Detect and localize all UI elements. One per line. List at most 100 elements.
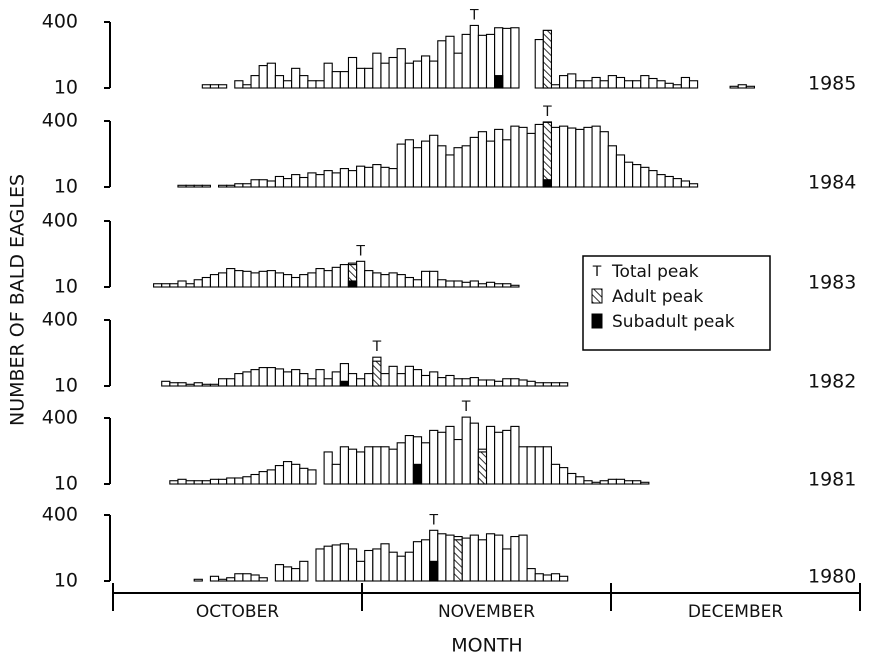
total-bar	[494, 283, 504, 288]
total-bar	[388, 365, 398, 387]
total-bar	[640, 481, 650, 485]
total-bar	[315, 174, 325, 188]
total-bar	[510, 284, 520, 288]
total-bar	[364, 446, 374, 485]
subadult-bar	[347, 280, 358, 288]
total-bar	[274, 75, 285, 89]
adult-bar	[542, 29, 553, 89]
total-bar	[323, 270, 333, 288]
total-bar	[445, 35, 455, 89]
total-bar	[550, 84, 561, 89]
y-tick-label: 400	[42, 11, 78, 33]
total-bar	[672, 84, 682, 89]
total-bar	[437, 145, 447, 188]
y-tick-label: 400	[42, 110, 78, 132]
total-bar	[258, 471, 268, 485]
total-bar	[218, 578, 228, 582]
subadult-bar	[494, 75, 504, 89]
total-bar	[356, 560, 366, 582]
total-bar	[559, 575, 569, 582]
total-bar	[453, 378, 463, 387]
total-bar	[485, 425, 496, 485]
total-bar	[615, 478, 626, 485]
total-bar	[510, 425, 520, 485]
total-bar	[632, 164, 642, 188]
total-bar	[534, 573, 544, 582]
panel-label: 1984	[808, 172, 856, 194]
total-bar	[258, 270, 268, 288]
total-bar	[396, 373, 406, 387]
total-bar	[364, 373, 374, 387]
total-bar	[656, 174, 666, 188]
total-bar	[274, 175, 285, 188]
total-bar	[656, 80, 666, 89]
total-bar	[299, 560, 309, 582]
total-bar	[591, 481, 601, 485]
total-bar	[218, 478, 228, 485]
total-bar	[250, 179, 260, 188]
total-bar	[315, 80, 325, 89]
total-bar	[396, 143, 406, 188]
total-bar	[153, 283, 163, 288]
total-bar	[461, 281, 471, 288]
total-bar	[372, 52, 382, 89]
total-bar	[258, 367, 268, 387]
total-bar	[445, 280, 455, 288]
total-bar	[299, 75, 309, 89]
total-bar	[502, 548, 512, 582]
total-bar	[567, 127, 577, 188]
total-bar	[404, 365, 414, 387]
total-bar	[282, 566, 293, 582]
total-bar	[356, 451, 366, 485]
total-bar	[307, 378, 317, 387]
total-bar	[437, 533, 447, 582]
total-bar	[485, 281, 496, 288]
total-bar	[347, 448, 358, 485]
total-bar	[502, 139, 512, 188]
total-bar	[404, 276, 414, 288]
total-bar	[420, 55, 431, 89]
total-bar	[429, 134, 439, 188]
total-bar	[339, 168, 350, 188]
total-bar	[680, 76, 691, 89]
total-bar	[534, 446, 544, 485]
total-bar	[323, 62, 333, 89]
total-bar	[494, 534, 504, 582]
total-bar	[331, 544, 341, 582]
total-bar	[307, 172, 317, 188]
total-bar	[510, 535, 520, 582]
total-bar	[412, 279, 423, 288]
total-bar	[445, 154, 455, 188]
y-tick-label: 400	[42, 309, 78, 331]
total-bar	[664, 175, 674, 188]
total-bar	[599, 80, 609, 89]
total-bar	[193, 382, 203, 387]
total-bar	[453, 147, 463, 188]
total-bar	[209, 274, 220, 288]
total-bar	[339, 264, 350, 288]
total-bar	[380, 543, 390, 582]
total-bar	[315, 548, 325, 582]
total-bar	[299, 176, 309, 188]
panel-label: 1983	[808, 272, 856, 294]
total-bar	[453, 438, 463, 485]
total-bar	[242, 573, 252, 582]
panel-label: 1985	[808, 73, 856, 95]
total-bar	[461, 33, 471, 89]
total-bar	[477, 539, 488, 582]
total-bar	[234, 477, 244, 485]
y-tick-label: 10	[54, 570, 78, 592]
total-bar	[469, 24, 479, 89]
total-bar	[550, 573, 561, 582]
total-bar	[201, 480, 211, 485]
legend-label: Adult peak	[612, 287, 703, 307]
total-bar	[347, 548, 358, 582]
total-bar	[420, 374, 431, 387]
peak-marker: T	[372, 339, 382, 355]
total-bar	[461, 416, 471, 485]
total-bar	[250, 272, 260, 288]
total-bar	[420, 270, 431, 288]
total-bar	[640, 166, 650, 188]
total-bar	[331, 266, 341, 288]
total-bar	[607, 478, 617, 485]
